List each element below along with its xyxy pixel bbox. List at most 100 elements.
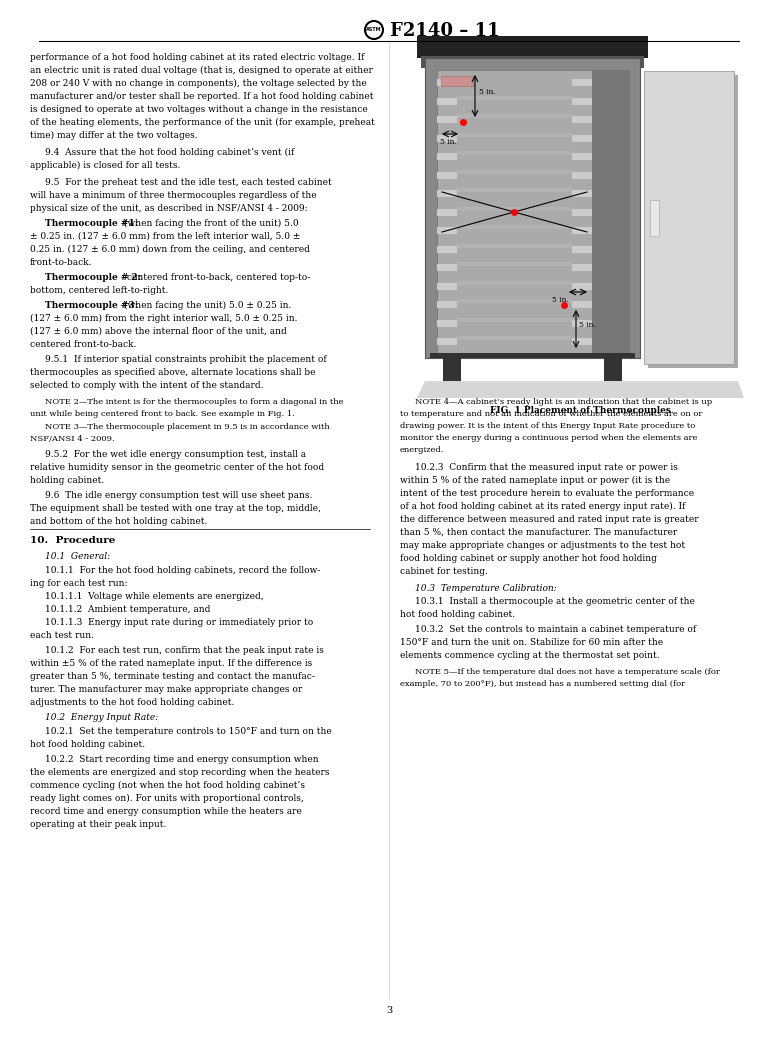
Bar (648, 75, 738, 369)
Text: 3: 3 (386, 1006, 392, 1015)
Text: ing for each test run:: ing for each test run: (30, 579, 128, 588)
Text: The equipment shall be tested with one tray at the top, middle,: The equipment shall be tested with one t… (30, 504, 321, 513)
Bar (572, 301, 592, 308)
Bar (457, 244, 572, 248)
Text: operating at their peak input.: operating at their peak input. (30, 820, 166, 829)
Text: 150°F and turn the unit on. Stabilize for 60 min after the: 150°F and turn the unit on. Stabilize fo… (400, 638, 663, 648)
Text: 10.3.2  Set the controls to maintain a cabinet temperature of: 10.3.2 Set the controls to maintain a ca… (415, 625, 696, 634)
Bar (572, 320, 592, 327)
Text: thermocouples as specified above, alternate locations shall be: thermocouples as specified above, altern… (30, 369, 316, 377)
Bar (572, 79, 592, 86)
Text: F2140 – 11: F2140 – 11 (390, 22, 499, 40)
Bar (572, 116, 592, 123)
Bar (437, 134, 457, 142)
Text: 10.2.2  Start recording time and energy consumption when: 10.2.2 Start recording time and energy c… (45, 755, 319, 764)
Text: (127 ± 6.0 mm) above the internal floor of the unit, and: (127 ± 6.0 mm) above the internal floor … (30, 327, 287, 336)
Text: adjustments to the hot food holding cabinet.: adjustments to the hot food holding cabi… (30, 699, 234, 707)
Text: within ±5 % of the rated nameplate input. If the difference is: within ±5 % of the rated nameplate input… (30, 659, 312, 668)
Bar (443, 355, 461, 381)
Bar (457, 318, 572, 322)
Text: unit while being centered front to back. See example in Fig. 1.: unit while being centered front to back.… (30, 410, 295, 418)
Text: record time and energy consumption while the heaters are: record time and energy consumption while… (30, 807, 302, 816)
Text: NOTE 2—The intent is for the thermocouples to form a diagonal in the: NOTE 2—The intent is for the thermocoupl… (45, 398, 344, 406)
Bar (437, 246, 457, 253)
Bar (421, 56, 644, 68)
Bar (437, 153, 457, 160)
Text: relative humidity sensor in the geometric center of the hot food: relative humidity sensor in the geometri… (30, 463, 324, 472)
Text: NOTE 5—If the temperature dial does not have a temperature scale (for: NOTE 5—If the temperature dial does not … (415, 668, 720, 676)
Text: 9.5  For the preheat test and the idle test, each tested cabinet: 9.5 For the preheat test and the idle te… (45, 178, 331, 187)
Text: 10.  Procedure: 10. Procedure (30, 536, 115, 545)
Bar (457, 132, 572, 136)
Text: 10.2  Energy Input Rate:: 10.2 Energy Input Rate: (45, 713, 158, 722)
Text: is designed to operate at two voltages without a change in the resistance: is designed to operate at two voltages w… (30, 105, 368, 115)
Text: 5 in.: 5 in. (552, 296, 569, 304)
Bar (457, 299, 572, 303)
Bar (572, 208, 592, 215)
Text: each test run.: each test run. (30, 631, 94, 640)
Text: hot food holding cabinet.: hot food holding cabinet. (30, 740, 145, 750)
Text: 5 in.: 5 in. (479, 88, 496, 96)
Text: 5 in.: 5 in. (579, 321, 596, 329)
Bar (457, 225, 572, 229)
Text: of the heating elements, the performance of the unit (for example, preheat: of the heating elements, the performance… (30, 118, 375, 127)
Bar (437, 208, 457, 215)
Text: FIG. 1 Placement of Thermocouples: FIG. 1 Placement of Thermocouples (489, 406, 671, 415)
Bar (437, 282, 457, 289)
Text: 10.2.1  Set the temperature controls to 150°F and turn on the: 10.2.1 Set the temperature controls to 1… (45, 727, 331, 736)
Text: centered front-to-back.: centered front-to-back. (30, 340, 136, 349)
Text: 10.1.1  For the hot food holding cabinets, record the follow-: 10.1.1 For the hot food holding cabinets… (45, 566, 321, 575)
Text: (when facing the unit) 5.0 ± 0.25 in.: (when facing the unit) 5.0 ± 0.25 in. (121, 301, 292, 310)
Text: and bottom of the hot holding cabinet.: and bottom of the hot holding cabinet. (30, 517, 208, 526)
Bar (572, 172, 592, 178)
Bar (437, 320, 457, 327)
Text: (when facing the front of the unit) 5.0: (when facing the front of the unit) 5.0 (121, 219, 299, 228)
Bar (417, 36, 648, 58)
Text: 9.5.2  For the wet idle energy consumption test, install a: 9.5.2 For the wet idle energy consumptio… (45, 450, 306, 459)
Bar (572, 338, 592, 345)
Text: 10.1.2  For each test run, confirm that the peak input rate is: 10.1.2 For each test run, confirm that t… (45, 646, 324, 655)
Text: 10.3  Temperature Calibration:: 10.3 Temperature Calibration: (415, 584, 556, 593)
Bar (437, 116, 457, 123)
Text: of a hot food holding cabinet at its rated energy input rate). If: of a hot food holding cabinet at its rat… (400, 502, 685, 511)
Bar (572, 246, 592, 253)
Bar (457, 206, 572, 210)
Text: intent of the test procedure herein to evaluate the performance: intent of the test procedure herein to e… (400, 489, 694, 498)
Polygon shape (417, 381, 744, 398)
Bar (425, 58, 640, 358)
Text: (127 ± 6.0 mm) from the right interior wall, 5.0 ± 0.25 in.: (127 ± 6.0 mm) from the right interior w… (30, 314, 297, 323)
Bar (572, 153, 592, 160)
Text: 10.1.1.2  Ambient temperature, and: 10.1.1.2 Ambient temperature, and (45, 605, 210, 614)
Text: 9.4  Assure that the hot food holding cabinet’s vent (if: 9.4 Assure that the hot food holding cab… (45, 148, 294, 157)
Text: ASTM: ASTM (366, 27, 382, 32)
Text: NSF/ANSI 4 - 2009.: NSF/ANSI 4 - 2009. (30, 435, 114, 443)
Bar (644, 71, 734, 364)
Bar (437, 98, 457, 104)
Bar (650, 200, 659, 236)
Bar (572, 264, 592, 271)
Text: applicable) is closed for all tests.: applicable) is closed for all tests. (30, 161, 180, 170)
Text: 10.3.1  Install a thermocouple at the geometric center of the: 10.3.1 Install a thermocouple at the geo… (415, 596, 695, 606)
Text: may make appropriate changes or adjustments to the test hot: may make appropriate changes or adjustme… (400, 541, 685, 550)
Text: 10.1.1.1  Voltage while elements are energized,: 10.1.1.1 Voltage while elements are ener… (45, 592, 264, 601)
Bar (437, 227, 457, 234)
Text: hot food holding cabinet.: hot food holding cabinet. (400, 610, 515, 619)
Text: NOTE 4—A cabinet’s ready light is an indication that the cabinet is up: NOTE 4—A cabinet’s ready light is an ind… (415, 398, 712, 406)
Text: 208 or 240 V with no change in components), the voltage selected by the: 208 or 240 V with no change in component… (30, 79, 366, 88)
Text: to temperature and not an indication of whether the elements are on or: to temperature and not an indication of … (400, 410, 703, 418)
Text: elements commence cycling at the thermostat set point.: elements commence cycling at the thermos… (400, 651, 660, 660)
Text: drawing power. It is the intent of this Energy Input Rate procedure to: drawing power. It is the intent of this … (400, 422, 696, 430)
Text: an electric unit is rated dual voltage (that is, designed to operate at either: an electric unit is rated dual voltage (… (30, 66, 373, 75)
Text: cabinet for testing.: cabinet for testing. (400, 567, 488, 576)
Text: 10.2.3  Confirm that the measured input rate or power is: 10.2.3 Confirm that the measured input r… (415, 463, 678, 472)
Bar (437, 191, 457, 197)
Bar (572, 191, 592, 197)
Bar (457, 151, 572, 155)
Text: will have a minimum of three thermocouples regardless of the: will have a minimum of three thermocoupl… (30, 191, 317, 200)
Text: time) may differ at the two voltages.: time) may differ at the two voltages. (30, 131, 198, 141)
Bar (457, 336, 572, 340)
Text: 10.1  General:: 10.1 General: (45, 552, 110, 561)
Bar (457, 262, 572, 266)
Bar (457, 96, 572, 100)
Text: 10.1.1.3  Energy input rate during or immediately prior to: 10.1.1.3 Energy input rate during or imm… (45, 618, 314, 627)
